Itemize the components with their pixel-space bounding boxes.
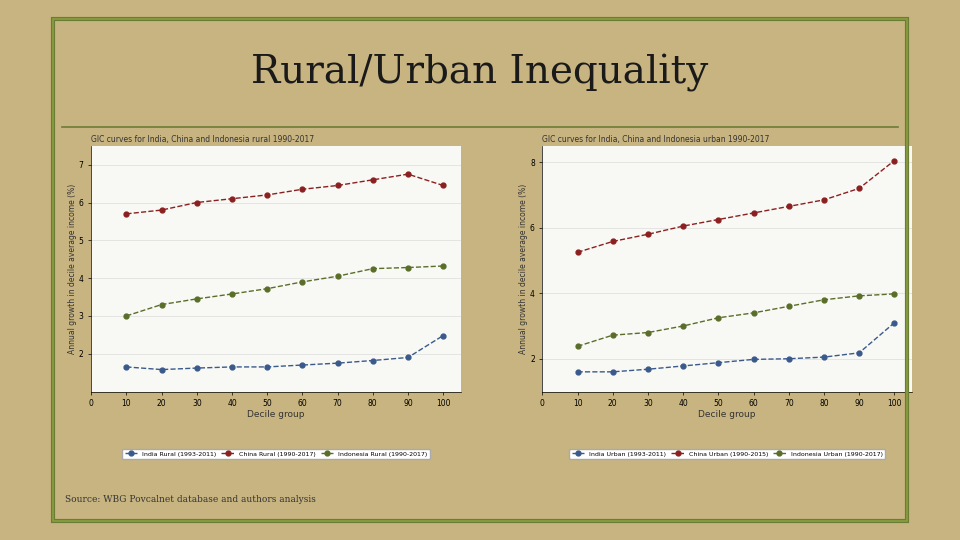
- Text: GIC curves for India, China and Indonesia urban 1990-2017: GIC curves for India, China and Indonesi…: [542, 134, 770, 144]
- X-axis label: Decile group: Decile group: [248, 409, 304, 418]
- Text: GIC curves for India, China and Indonesia rural 1990-2017: GIC curves for India, China and Indonesi…: [91, 134, 314, 144]
- Legend: India Urban (1993-2011), China Urban (1990-2015), Indonesia Urban (1990-2017): India Urban (1993-2011), China Urban (19…: [569, 449, 885, 459]
- Y-axis label: Annual growth in decile average income (%): Annual growth in decile average income (…: [68, 184, 78, 354]
- Legend: India Rural (1993-2011), China Rural (1990-2017), Indonesia Rural (1990-2017): India Rural (1993-2011), China Rural (19…: [122, 449, 430, 459]
- Text: Rural/Urban Inequality: Rural/Urban Inequality: [252, 54, 708, 92]
- Y-axis label: Annual growth in decile average income (%): Annual growth in decile average income (…: [519, 184, 529, 354]
- Text: Source: WBG Povcalnet database and authors analysis: Source: WBG Povcalnet database and autho…: [65, 495, 316, 504]
- X-axis label: Decile group: Decile group: [699, 409, 756, 418]
